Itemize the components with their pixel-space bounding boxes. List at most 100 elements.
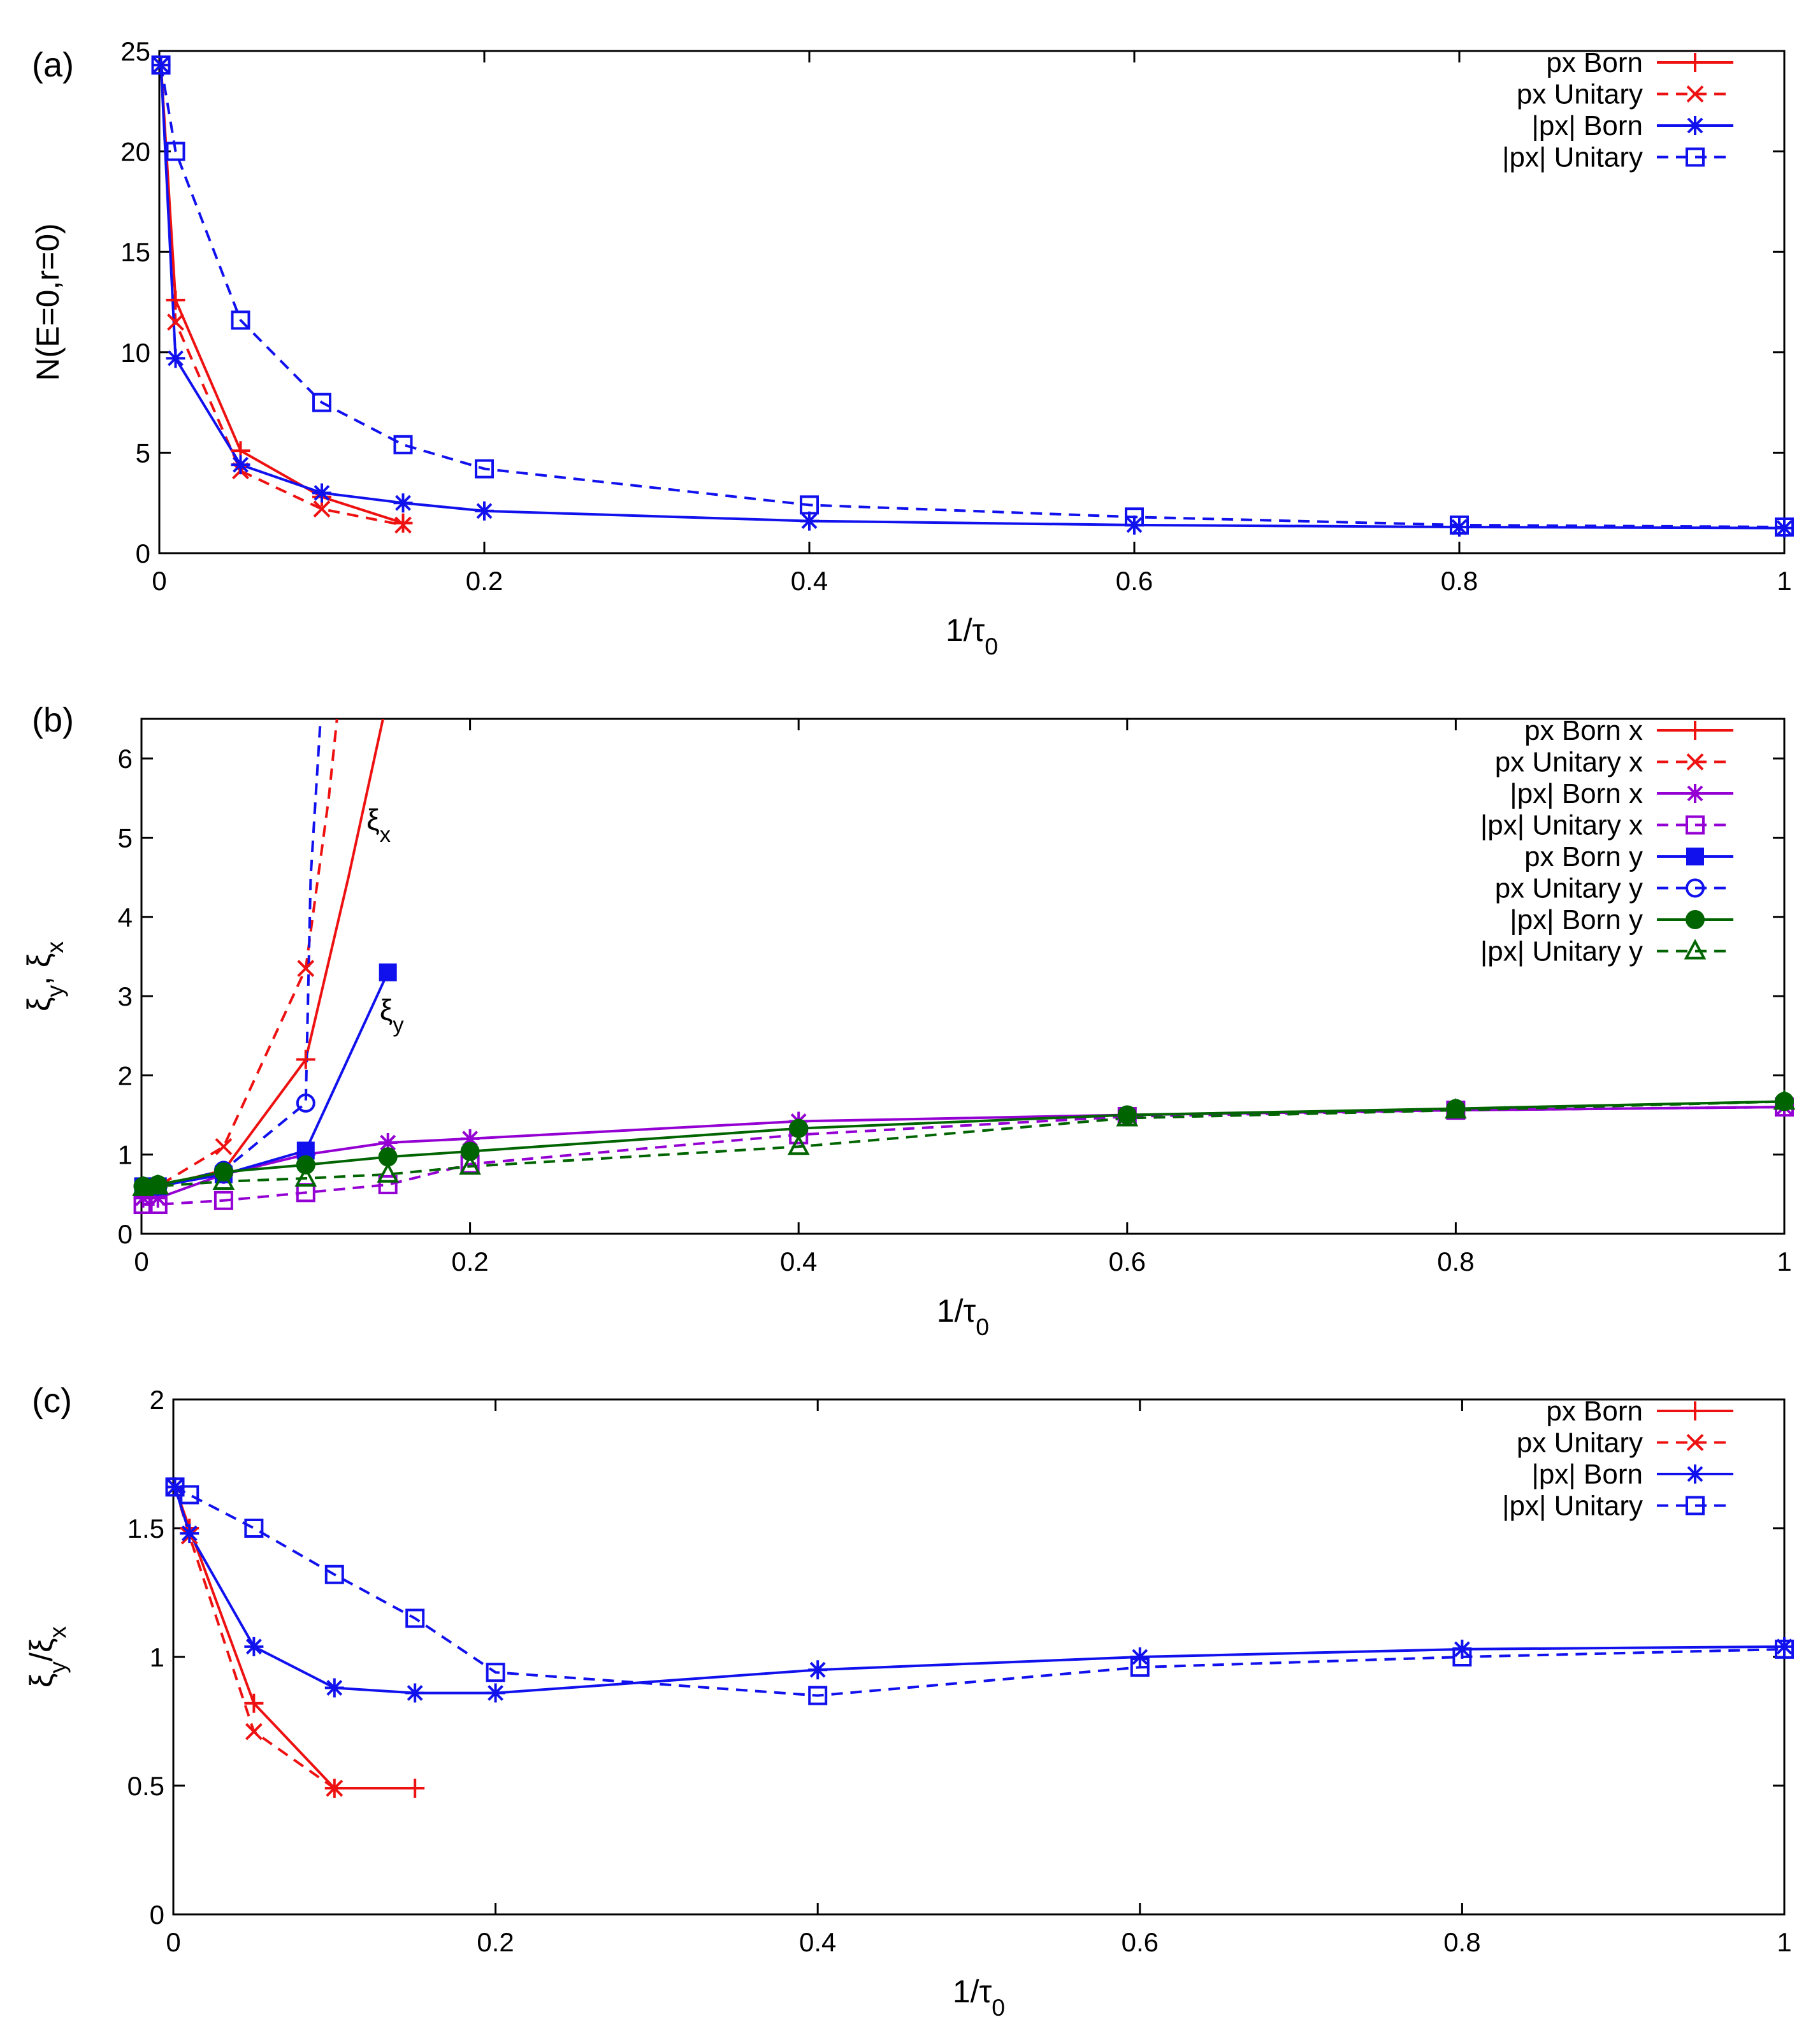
data-point-marker: [1452, 1647, 1472, 1666]
x-tick-label: 1: [1777, 566, 1791, 596]
data-point-marker: [405, 1683, 425, 1703]
data-point-marker: [1773, 1089, 1796, 1110]
data-point-marker: [166, 349, 185, 368]
legend-marker: [1686, 1496, 1705, 1515]
legend-entry-label: px Born: [1546, 1396, 1643, 1427]
data-point-marker: [180, 1485, 199, 1505]
data-point-marker: [393, 493, 413, 513]
legend-marker: [1686, 53, 1705, 72]
data-point-marker: [486, 1683, 505, 1703]
data-point-marker: [379, 963, 397, 981]
data-point-marker: [378, 1133, 398, 1153]
data-point-marker: [151, 55, 171, 75]
series-line-5: [143, 719, 322, 1188]
legend-entry-label: |px| Unitary y: [1480, 936, 1643, 967]
data-point-marker: [148, 1189, 168, 1208]
plot-frame: [140, 718, 1786, 1235]
plot-frame: [158, 50, 1786, 554]
data-point-marker: [133, 1195, 153, 1215]
data-point-marker: [808, 1686, 828, 1705]
data-point-marker: [460, 1141, 480, 1161]
data-point-marker: [475, 501, 494, 521]
legend-marker: [1686, 784, 1705, 803]
legend-marker: [1686, 721, 1705, 740]
data-point-marker: [324, 1678, 344, 1698]
x-tick-label: 0.6: [1122, 1927, 1159, 1957]
data-point-marker: [151, 55, 171, 75]
data-point-marker: [296, 1093, 315, 1113]
x-axis-label: 1/τ0: [946, 612, 998, 660]
data-point-marker: [147, 1174, 170, 1195]
panel-label: (a): [32, 46, 74, 84]
legend-marker: [1686, 85, 1704, 103]
x-tick-label: 0: [166, 1927, 180, 1957]
x-tick-label: 0.8: [1437, 1247, 1474, 1276]
series-line-3: [159, 64, 1784, 528]
legend-marker: [1686, 815, 1705, 835]
legend-entry-label: px Unitary y: [1495, 873, 1643, 904]
y-tick-label: 0: [150, 1900, 164, 1930]
legend-marker: [1684, 939, 1707, 960]
data-point-marker: [378, 1175, 398, 1194]
data-point-marker: [313, 500, 331, 518]
y-axis-label: N(E=0,r=0): [30, 223, 66, 380]
series-line-0: [173, 1486, 415, 1789]
data-point-marker: [393, 513, 413, 533]
data-point-marker: [296, 1141, 315, 1160]
y-tick-label: 5: [136, 438, 150, 468]
data-point-marker: [180, 1524, 199, 1543]
data-point-marker: [132, 1175, 154, 1196]
y-tick-label: 0.5: [127, 1771, 164, 1801]
data-point-marker: [148, 1195, 168, 1215]
data-point-marker: [460, 1129, 480, 1148]
data-point-marker: [324, 1565, 344, 1584]
series-line-0: [159, 64, 404, 524]
data-point-marker: [167, 314, 184, 331]
x-axis-label: 1/τ0: [953, 1974, 1005, 2021]
legend-entry-label: px Unitary: [1517, 79, 1643, 110]
data-point-marker: [296, 1050, 315, 1069]
y-tick-label: 2: [118, 1060, 133, 1090]
y-tick-label: 1: [150, 1642, 164, 1672]
x-tick-label: 1: [1777, 1927, 1791, 1957]
y-axis-label: ξy/ξx: [24, 1626, 71, 1688]
data-point-marker: [326, 1779, 343, 1797]
x-tick-label: 0.6: [1116, 566, 1153, 596]
y-tick-label: 15: [120, 237, 150, 267]
data-point-marker: [312, 393, 331, 412]
legend-marker: [1686, 1434, 1704, 1451]
legend-marker: [1686, 147, 1705, 167]
x-tick-label: 0.2: [477, 1927, 514, 1957]
data-point-marker: [133, 1189, 153, 1208]
data-point-marker: [215, 1138, 233, 1155]
x-tick-label: 0.4: [799, 1927, 836, 1957]
legend-marker: [1686, 910, 1705, 929]
x-axis-label: 1/τ0: [937, 1293, 989, 1340]
x-tick-label: 0.2: [451, 1247, 488, 1276]
y-tick-label: 1.5: [127, 1514, 164, 1543]
y-tick-label: 10: [120, 338, 150, 368]
panel-label: (b): [32, 701, 74, 739]
data-point-marker: [294, 1166, 317, 1187]
legend-entry-label: px Born x: [1524, 715, 1643, 746]
data-point-marker: [394, 516, 412, 534]
data-point-marker: [475, 459, 494, 479]
x-tick-label: 0.2: [466, 566, 503, 596]
y-tick-label: 6: [118, 744, 133, 774]
panel-label: (c): [32, 1382, 72, 1420]
y-tick-label: 0: [136, 539, 150, 568]
y-tick-label: 25: [120, 36, 150, 66]
y-tick-label: 1: [118, 1140, 133, 1170]
y-axis-label: ξy, ξx: [21, 941, 68, 1011]
legend-entry-label: |px| Unitary: [1502, 142, 1643, 173]
legend-marker: [1686, 116, 1705, 135]
legend: px Born xpx Unitary x|px| Born x|px| Uni…: [1480, 715, 1733, 967]
data-point-marker: [166, 141, 185, 161]
data-point-marker: [165, 1477, 185, 1497]
chart-panel-c: 0 0.2 0.4 0.6 0.8 1 0 0.5 1 1.5 2 1/τ0 ξy/ξx (c) px Bo…: [24, 1382, 1794, 2021]
data-point-marker: [166, 290, 185, 310]
series-group: [143, 719, 1784, 1206]
